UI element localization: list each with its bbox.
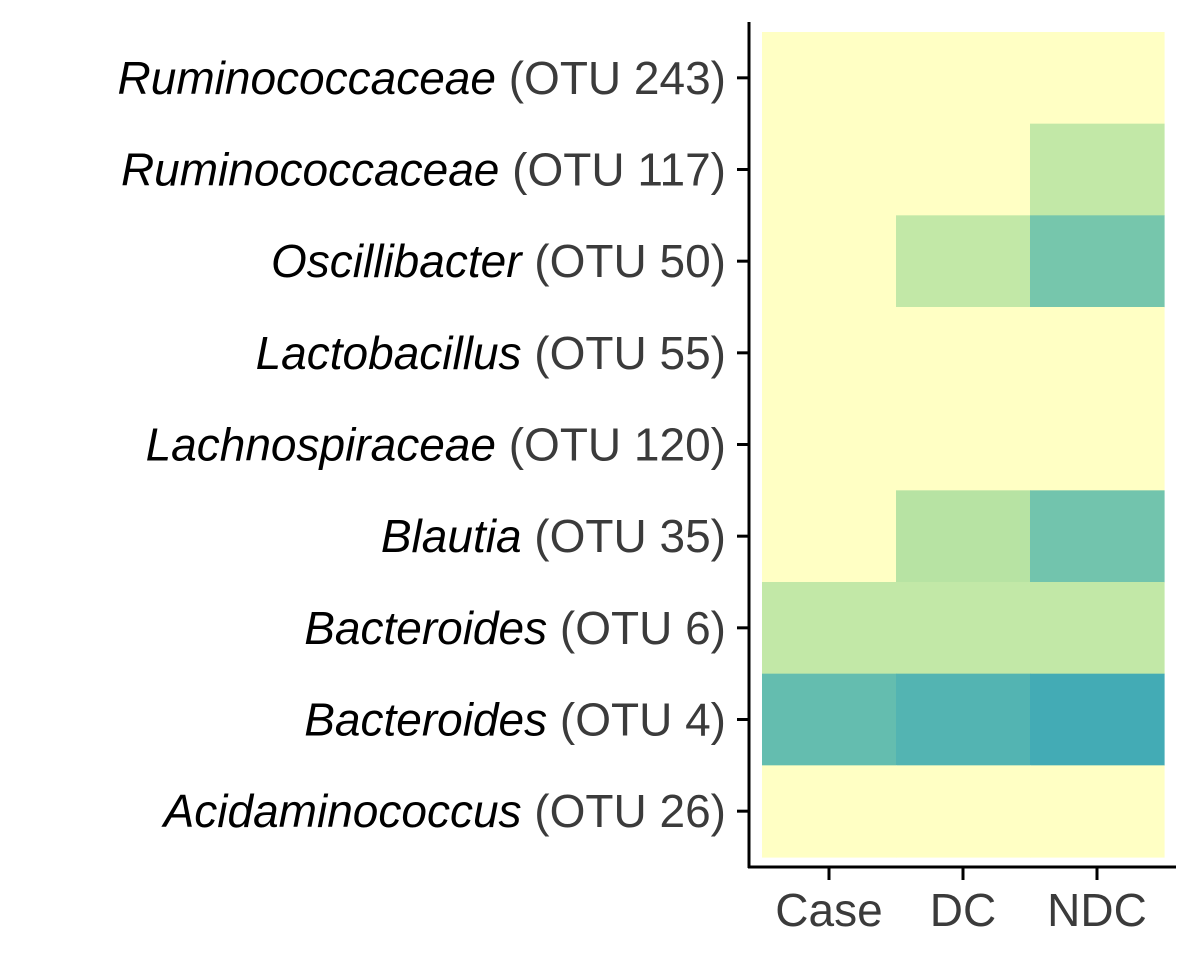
heatmap-cell xyxy=(896,765,1031,858)
x-tick-label: DC xyxy=(930,884,996,936)
y-tick-label: Ruminococcaceae (OTU 243) xyxy=(118,52,726,104)
heatmap-cell xyxy=(762,123,897,216)
y-tick-label-taxon: Lachnospiraceae xyxy=(146,419,496,471)
heatmap-cell xyxy=(896,307,1031,400)
heatmap-cell xyxy=(896,123,1031,216)
heatmap-cell xyxy=(896,490,1031,583)
heatmap-cell xyxy=(1030,307,1165,400)
y-tick-label-taxon: Bacteroides xyxy=(304,694,547,746)
heatmap-cell xyxy=(1030,215,1165,308)
heatmap-cell xyxy=(896,582,1031,675)
heatmap-cell xyxy=(762,490,897,583)
y-tick-label-otu: (OTU 120) xyxy=(496,419,726,471)
heatmap-cells xyxy=(762,32,1165,858)
heatmap-cell xyxy=(896,398,1031,491)
heatmap-cell xyxy=(1030,673,1165,766)
heatmap-cell xyxy=(762,32,897,125)
y-tick-label-otu: (OTU 50) xyxy=(522,235,726,287)
y-tick-label: Ruminococcaceae (OTU 117) xyxy=(121,144,726,196)
y-tick-label: Bacteroides (OTU 6) xyxy=(304,602,726,654)
y-tick-label-otu: (OTU 6) xyxy=(547,602,726,654)
y-tick-label-taxon: Oscillibacter xyxy=(271,235,523,287)
y-tick-label-taxon: Ruminococcaceae xyxy=(118,52,496,104)
y-tick-label-taxon: Blautia xyxy=(381,510,522,562)
x-tick-label: NDC xyxy=(1047,884,1147,936)
heatmap-cell xyxy=(762,307,897,400)
y-tick-label: Acidaminococcus (OTU 26) xyxy=(161,785,726,837)
y-tick-label-taxon: Bacteroides xyxy=(304,602,547,654)
heatmap-cell xyxy=(1030,398,1165,491)
x-axis-ticks xyxy=(827,867,1099,880)
heatmap-cell xyxy=(1030,582,1165,675)
y-tick-label-otu: (OTU 4) xyxy=(547,694,726,746)
y-axis-ticks xyxy=(737,76,749,813)
y-tick-label-otu: (OTU 26) xyxy=(522,785,726,837)
y-tick-label: Lachnospiraceae (OTU 120) xyxy=(146,419,726,471)
y-tick-label-otu: (OTU 243) xyxy=(496,52,726,104)
heatmap-cell xyxy=(762,582,897,675)
heatmap-cell xyxy=(896,673,1031,766)
y-tick-label-taxon: Ruminococcaceae xyxy=(121,144,499,196)
heatmap-cell xyxy=(762,398,897,491)
heatmap-cell xyxy=(896,215,1031,308)
y-tick-label-otu: (OTU 55) xyxy=(522,327,726,379)
y-tick-label: Lactobacillus (OTU 55) xyxy=(256,327,726,379)
y-tick-label-otu: (OTU 35) xyxy=(522,510,726,562)
y-tick-label-taxon: Acidaminococcus xyxy=(161,785,522,837)
heatmap-cell xyxy=(762,765,897,858)
y-tick-label-taxon: Lactobacillus xyxy=(256,327,522,379)
x-axis-labels: Case DC NDC xyxy=(775,884,1147,936)
heatmap-cell xyxy=(1030,32,1165,125)
heatmap-cell xyxy=(762,673,897,766)
heatmap-cell xyxy=(1030,123,1165,216)
y-tick-label: Blautia (OTU 35) xyxy=(381,510,726,562)
heatmap-cell xyxy=(1030,490,1165,583)
heatmap-cell xyxy=(1030,765,1165,858)
y-axis-labels: Ruminococcaceae (OTU 243)Ruminococcaceae… xyxy=(118,52,726,837)
y-tick-label: Oscillibacter (OTU 50) xyxy=(271,235,726,287)
y-tick-label-otu: (OTU 117) xyxy=(499,144,726,196)
heatmap-cell xyxy=(896,32,1031,125)
y-tick-label: Bacteroides (OTU 4) xyxy=(304,694,726,746)
x-tick-label: Case xyxy=(775,884,882,936)
heatmap-cell xyxy=(762,215,897,308)
